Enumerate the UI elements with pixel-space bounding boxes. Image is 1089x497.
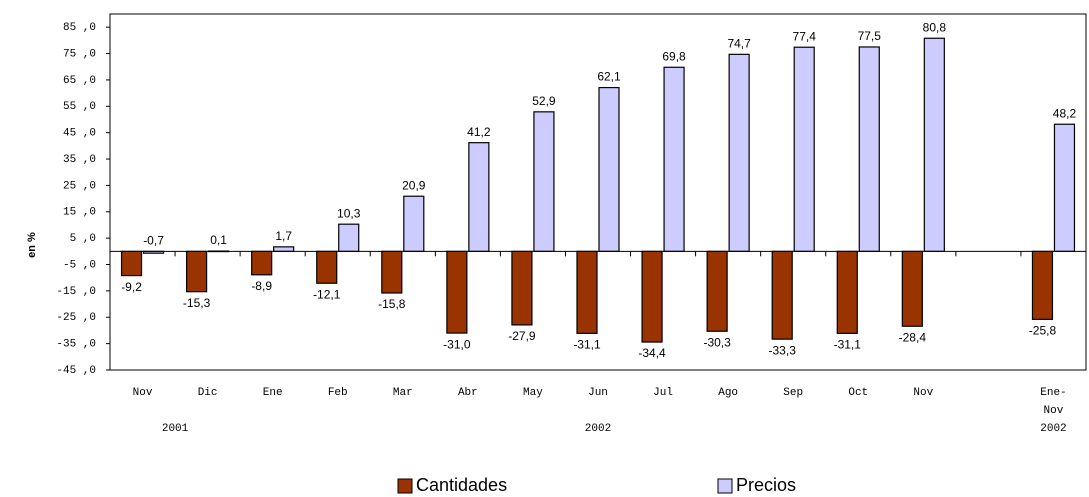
bar (706, 250, 728, 332)
y-tick-label: 5 ,0 (70, 233, 96, 245)
value-label: -31,1 (834, 338, 862, 352)
group-label: 2001 (162, 423, 189, 435)
y-tick-label: -15 ,0 (56, 286, 96, 298)
x-tick-label: Oct (848, 387, 868, 399)
bar (403, 195, 425, 252)
bar (186, 250, 208, 293)
legend-swatch (717, 478, 733, 494)
x-tick-label: Ago (718, 387, 738, 399)
value-label: -0,7 (143, 234, 164, 248)
y-tick-label: 85 ,0 (63, 22, 96, 34)
y-tick-label: 65 ,0 (63, 75, 96, 87)
x-tick-label: Sep (783, 387, 803, 399)
value-label: -9,2 (121, 280, 142, 294)
value-label: 48,2 (1053, 106, 1077, 120)
value-label: -12,1 (313, 287, 341, 301)
bar (641, 250, 663, 343)
bar (576, 250, 598, 334)
x-tick-label: Nov (913, 387, 933, 399)
plot-frame (109, 13, 1087, 371)
value-label: 80,8 (923, 20, 947, 34)
x-tick-label: Jun (588, 387, 608, 399)
value-label: 20,9 (402, 178, 426, 192)
bar (728, 53, 750, 252)
bar (901, 250, 923, 327)
value-label: -15,3 (183, 296, 211, 310)
bar (381, 250, 403, 294)
value-label: -34,4 (638, 346, 666, 360)
x-tick-label: Abr (458, 387, 478, 399)
y-tick-label: 45 ,0 (63, 128, 96, 140)
x-tick-label: Mar (393, 387, 413, 399)
y-tick-label: -25 ,0 (56, 312, 96, 324)
value-label: -28,4 (899, 330, 927, 344)
bar (251, 250, 273, 276)
value-label: 0,1 (210, 233, 227, 247)
bar (793, 46, 815, 252)
bar (836, 250, 858, 334)
legend-label: Cantidades (416, 475, 507, 495)
x-tick-label: Nov (133, 387, 153, 399)
x-tick-label: Feb (328, 387, 348, 399)
bar (663, 66, 685, 252)
value-label: 62,1 (597, 70, 621, 84)
value-label: 77,4 (793, 29, 817, 43)
value-label: 1,7 (275, 229, 292, 243)
value-label: -27,9 (508, 329, 536, 343)
x-tick-label: May (523, 387, 543, 399)
y-tick-label: -35 ,0 (56, 339, 96, 351)
bar (120, 250, 143, 277)
bar (771, 250, 793, 340)
value-label: 52,9 (532, 94, 556, 108)
value-label: 41,2 (467, 125, 491, 139)
bar (1053, 123, 1076, 252)
legend-swatch (397, 478, 413, 494)
value-label: -25,8 (1029, 324, 1057, 338)
value-label: -31,1 (573, 338, 601, 352)
bar (533, 111, 555, 252)
bar (598, 86, 620, 252)
bar (858, 46, 880, 252)
y-tick-label: -45 ,0 (56, 365, 96, 377)
bar (923, 37, 945, 252)
group-label: 2002 (585, 423, 611, 435)
value-label: -33,3 (769, 343, 797, 357)
legend-label: Precios (736, 475, 796, 495)
y-axis-label: en % (26, 232, 38, 258)
value-label: -30,3 (703, 335, 731, 349)
y-tick-label: 25 ,0 (63, 180, 96, 192)
bar (316, 250, 338, 284)
bar (446, 250, 468, 334)
x-tick-label: Ene-Nov 2002 (1040, 387, 1066, 435)
bar (468, 142, 490, 252)
y-tick-label: 55 ,0 (63, 101, 96, 113)
value-label: -8,9 (251, 279, 272, 293)
bar (511, 250, 533, 326)
value-label: 69,8 (662, 49, 686, 63)
y-tick-label: -5 ,0 (63, 259, 96, 271)
bar (338, 223, 360, 252)
x-tick-label: Dic (198, 387, 218, 399)
bar (1031, 250, 1054, 320)
x-tick-label: Jul (653, 387, 673, 399)
y-tick-label: 15 ,0 (63, 207, 96, 219)
y-tick-label: 75 ,0 (63, 48, 96, 60)
value-label: 74,7 (727, 37, 751, 51)
y-tick-label: 35 ,0 (63, 154, 96, 166)
x-tick-label: Ene (263, 387, 283, 399)
value-label: -15,8 (378, 297, 406, 311)
value-label: 10,3 (337, 206, 361, 220)
bar (273, 246, 295, 252)
value-label: -31,0 (443, 337, 471, 351)
value-label: 77,5 (858, 29, 882, 43)
